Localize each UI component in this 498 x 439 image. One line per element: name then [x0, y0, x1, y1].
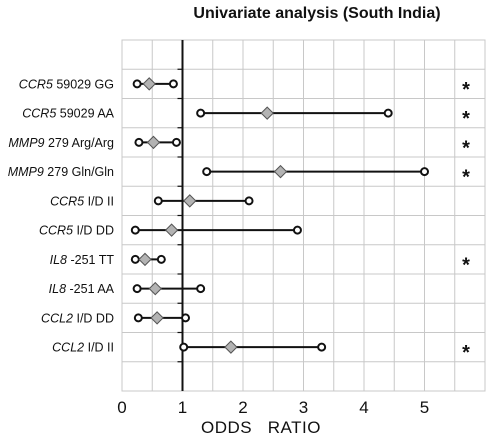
odds-ratio-point: [150, 311, 164, 325]
ci-lower-point: [196, 108, 206, 118]
ci-lower-point: [134, 137, 144, 147]
row-label: CCR5 I/D DD: [39, 224, 114, 238]
forest-row: IL8 -251 AA: [49, 281, 206, 296]
forest-row: IL8 -251 TT *: [50, 252, 470, 276]
gene-name: CCR5: [22, 107, 56, 121]
significance-star: *: [462, 342, 470, 364]
x-axis-label: ODDS RATIO: [201, 418, 321, 437]
gene-name: CCR5: [39, 224, 73, 238]
forest-row: CCR5 59029 AA *: [22, 106, 470, 130]
significance-star: *: [462, 254, 470, 276]
ci-upper-point: [317, 342, 327, 352]
forest-row: CCL2 I/D DD: [41, 311, 191, 325]
gene-name: IL8: [50, 253, 67, 267]
odds-ratio-point: [273, 164, 288, 179]
ci-upper-point: [181, 313, 191, 323]
row-label: IL8 -251 AA: [49, 282, 115, 296]
x-tick-label: 1: [178, 398, 187, 417]
gene-name: CCL2: [41, 311, 73, 325]
ci-lower-point: [132, 79, 142, 89]
ci-upper-point: [196, 284, 206, 294]
ci-lower-point: [132, 284, 142, 294]
ci-lower-point: [130, 254, 140, 264]
row-label: CCR5 59029 AA: [22, 107, 114, 121]
odds-ratio-point: [260, 106, 274, 120]
odds-ratio-point: [183, 194, 197, 208]
significance-star: *: [462, 167, 470, 189]
row-label: MMP9 279 Gln/Gln: [8, 165, 114, 179]
variant-name: I/D II: [84, 341, 114, 355]
forest-row: CCR5 I/D DD: [39, 223, 302, 238]
ci-upper-point: [171, 137, 181, 147]
gene-name: IL8: [49, 282, 66, 296]
significance-star: *: [462, 108, 470, 130]
row-label: CCL2 I/D II: [52, 341, 114, 355]
variant-name: 59029 GG: [53, 77, 114, 91]
forest-row: CCR5 I/D II: [50, 194, 254, 208]
ci-upper-point: [383, 108, 393, 118]
ci-upper-point: [156, 254, 166, 264]
forest-row: CCL2 I/D II *: [52, 340, 470, 364]
ci-upper-point: [420, 167, 429, 177]
gene-name: CCR5: [50, 194, 84, 208]
forest-row: MMP9 279 Arg/Arg *: [8, 135, 470, 159]
x-axis-ticks: 0 1 2 3 4 5: [117, 398, 429, 417]
ci-upper-point: [244, 196, 254, 206]
gene-name: MMP9: [8, 136, 44, 150]
row-label: MMP9 279 Arg/Arg: [8, 136, 114, 150]
odds-ratio-point: [138, 252, 152, 267]
significance-star: *: [462, 137, 470, 159]
ci-upper-point: [292, 225, 302, 235]
x-tick-label: 2: [238, 398, 247, 417]
variant-name: -251 AA: [66, 282, 115, 296]
row-label: CCL2 I/D DD: [41, 311, 114, 325]
x-tick-label: 0: [117, 398, 126, 417]
odds-ratio-point: [164, 223, 179, 237]
ci-upper-point: [168, 79, 178, 89]
odds-ratio-point: [146, 135, 161, 150]
variant-name: 59029 AA: [56, 107, 114, 121]
chart-title: Univariate analysis (South India): [193, 5, 440, 22]
row-label: IL8 -251 TT: [50, 253, 115, 267]
odds-ratio-point: [148, 281, 162, 296]
gene-name: MMP9: [8, 165, 44, 179]
variant-name: I/D DD: [73, 311, 114, 325]
variant-name: I/D II: [84, 194, 114, 208]
gene-name: CCL2: [52, 341, 84, 355]
x-tick-label: 4: [359, 398, 368, 417]
gene-name: CCR5: [19, 77, 53, 91]
odds-ratio-point: [224, 340, 238, 354]
x-tick-label: 3: [299, 398, 308, 417]
x-tick-label: 5: [420, 398, 429, 417]
row-label: CCR5 59029 GG: [19, 77, 114, 91]
odds-ratio-point: [142, 77, 156, 91]
variant-name: 279 Gln/Gln: [44, 165, 114, 179]
variant-name: -251 TT: [67, 253, 114, 267]
ci-lower-point: [133, 313, 143, 323]
variant-name: 279 Arg/Arg: [45, 136, 115, 150]
significance-star: *: [462, 79, 470, 101]
forest-rows: CCR5 59029 GG *CCR5 59029 AA *MMP9 279 Arg…: [8, 77, 470, 364]
row-label: CCR5 I/D II: [50, 194, 114, 208]
ci-lower-point: [130, 225, 140, 235]
ci-lower-point: [202, 167, 212, 177]
ci-lower-point: [179, 342, 189, 352]
variant-name: I/D DD: [73, 224, 114, 238]
plot-area: [121, 39, 486, 392]
forest-row: CCR5 59029 GG *: [19, 77, 470, 101]
ci-lower-point: [153, 196, 163, 206]
forest-row: MMP9 279 Gln/Gln *: [8, 164, 470, 189]
